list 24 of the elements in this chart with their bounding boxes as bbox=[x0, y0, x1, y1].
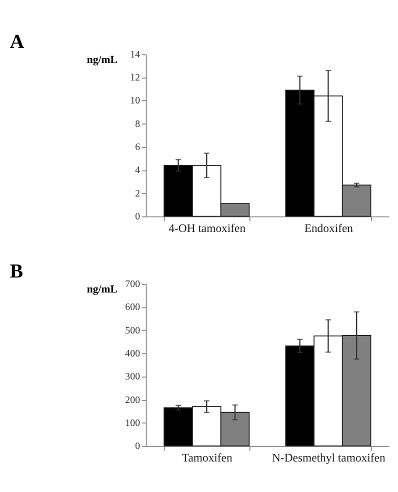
y-tick-label: 300 bbox=[125, 372, 140, 383]
y-tick-label: 400 bbox=[125, 348, 140, 360]
y-tick-label: 12 bbox=[130, 72, 140, 84]
y-tick-label: 8 bbox=[135, 118, 140, 130]
y-tick-label: 700 bbox=[125, 279, 140, 290]
y-tick-label: 600 bbox=[125, 302, 140, 314]
y-axis-title: ng/mL bbox=[86, 283, 118, 296]
y-tick-label: 6 bbox=[135, 142, 140, 154]
chart-title: B bbox=[10, 260, 24, 283]
x-tick-label: Endoxifen bbox=[304, 222, 354, 236]
x-tick-label: N-Desmethyl tamoxifen bbox=[272, 452, 386, 465]
y-tick-label: 4 bbox=[135, 165, 140, 176]
y-tick-label: 0 bbox=[135, 211, 140, 222]
x-tick-label: 4-OH tamoxifen bbox=[168, 222, 246, 236]
y-axis-title: ng/mL bbox=[86, 54, 118, 66]
y-tick-label: 200 bbox=[125, 394, 140, 406]
y-tick-label: 500 bbox=[125, 325, 140, 336]
y-tick-label: 0 bbox=[135, 441, 140, 452]
x-tick-label: Tamoxifen bbox=[182, 452, 232, 465]
y-tick-label: 14 bbox=[130, 49, 140, 60]
y-tick-label: 10 bbox=[130, 96, 140, 107]
chart-title: A bbox=[10, 30, 25, 53]
y-tick-label: 2 bbox=[135, 188, 140, 200]
y-tick-label: 100 bbox=[125, 418, 140, 429]
